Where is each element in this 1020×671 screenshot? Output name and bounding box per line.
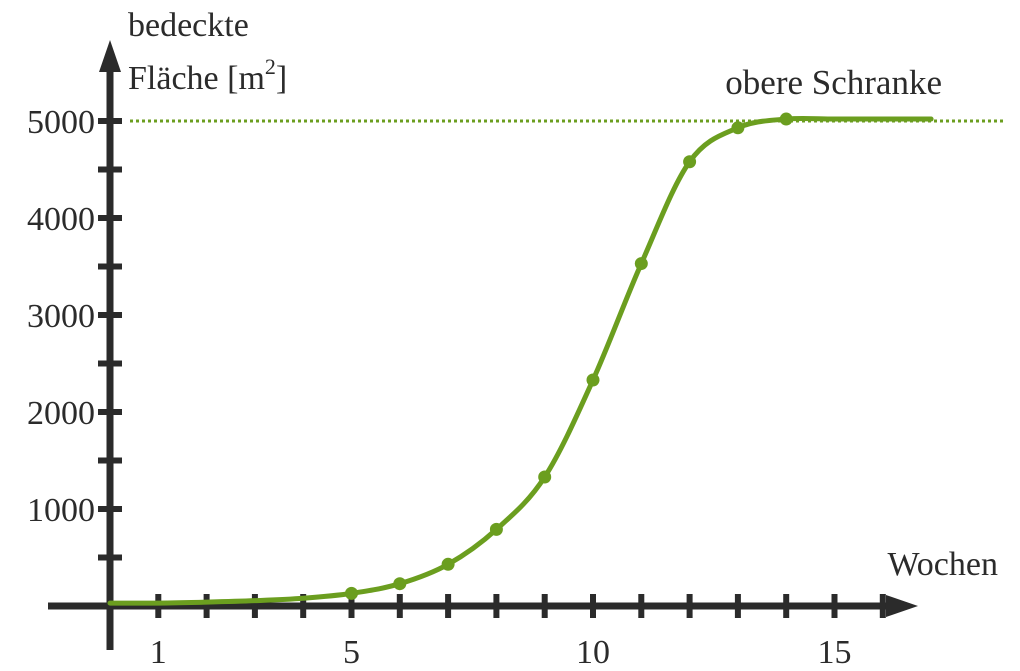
- data-point: [489, 522, 503, 536]
- data-point: [634, 257, 648, 271]
- tick-layer: [98, 118, 886, 618]
- x-axis-label: Wochen: [887, 546, 998, 583]
- y-axis-label-main: Fläche [m: [128, 60, 265, 97]
- growth-curve: [107, 115, 934, 606]
- y-axis-label-line2: Fläche [m2]: [128, 54, 287, 97]
- data-point: [779, 112, 793, 126]
- y-tick-label: 4000: [27, 201, 95, 238]
- y-axis-label-end: ]: [276, 60, 287, 97]
- y-tick-label: 5000: [27, 104, 95, 141]
- y-axis-label-line1: bedeckte: [128, 7, 249, 44]
- x-tick-label: 10: [576, 634, 610, 671]
- data-point: [345, 586, 358, 600]
- x-tick-label: 15: [818, 634, 852, 671]
- y-axis-label-superscript: 2: [265, 54, 276, 79]
- data-point: [731, 121, 745, 135]
- y-tick-label: 1000: [27, 492, 95, 529]
- upper-bound-annotation: obere Schranke: [725, 63, 942, 102]
- curve-layer: [107, 115, 934, 606]
- y-axis-arrow: [99, 40, 121, 72]
- data-point: [683, 155, 697, 169]
- y-tick-label: 3000: [27, 298, 95, 335]
- data-point: [586, 373, 600, 387]
- x-tick-label: 1: [150, 634, 167, 671]
- axes: [48, 40, 918, 650]
- data-point: [393, 577, 407, 591]
- data-point: [538, 470, 552, 484]
- x-axis-arrow: [886, 595, 918, 617]
- data-point: [441, 557, 455, 571]
- point-layer: [345, 112, 793, 600]
- y-tick-label: 2000: [27, 395, 95, 432]
- x-tick-label: 5: [343, 634, 360, 671]
